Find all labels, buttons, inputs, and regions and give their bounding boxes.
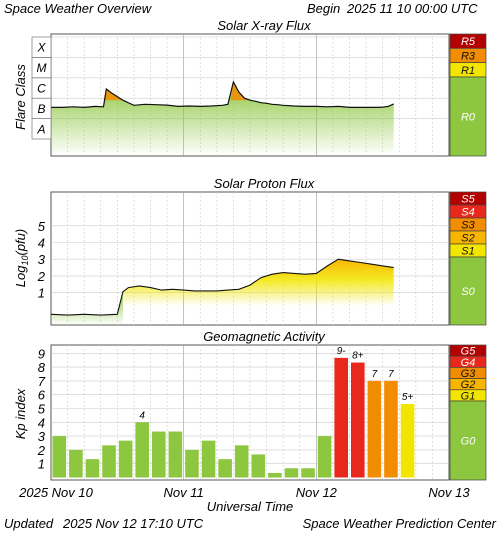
proton-flux-fill-elevated xyxy=(122,259,394,306)
kp-ytick: 4 xyxy=(38,415,45,430)
scale-label-s5: S5 xyxy=(461,194,475,206)
scale-level-r0 xyxy=(449,76,487,157)
xray-flux-line xyxy=(51,80,394,109)
updated-label: Updated xyxy=(4,516,54,531)
kp-ylabel: Kp index xyxy=(13,388,28,439)
flare-class-cell xyxy=(31,36,52,58)
kp-bar xyxy=(351,362,365,478)
flare-class-label: A xyxy=(36,122,45,136)
kp-bar xyxy=(135,422,149,478)
x-tick-label: 2025 Nov 10 xyxy=(18,485,93,500)
kp-bar xyxy=(201,440,216,478)
kp-bar xyxy=(367,380,382,478)
kp-ytick: 8 xyxy=(38,360,46,375)
proton-ylabel: Log10(pfu) xyxy=(13,229,30,287)
scale-level-g0 xyxy=(449,400,487,481)
scale-label-g4: G4 xyxy=(461,357,476,369)
flare-class-label: X xyxy=(36,41,46,55)
kp-bar-label: 7 xyxy=(388,369,394,380)
x-tick-label: Nov 11 xyxy=(164,485,204,500)
kp-bar xyxy=(85,459,100,478)
xray-flux-fill xyxy=(51,81,394,156)
scale-label-s4: S4 xyxy=(461,207,474,219)
kp-bar xyxy=(118,440,133,478)
kp-bar xyxy=(301,468,315,478)
kp-bar-label: 4 xyxy=(139,410,145,421)
kp-bar xyxy=(334,357,348,478)
updated-value: 2025 Nov 12 17:10 UTC xyxy=(62,516,204,531)
kp-bar-label: 9- xyxy=(337,346,347,357)
kp-bar-label: 5+ xyxy=(402,392,414,403)
scale-label-g1: G1 xyxy=(461,390,476,402)
scale-level-s0 xyxy=(449,256,487,326)
kp-bar xyxy=(400,403,415,478)
kp-bar xyxy=(218,459,232,478)
scale-label-r5: R5 xyxy=(461,36,476,48)
proton-flux-fill-quiet xyxy=(51,291,123,325)
scale-label-g2: G2 xyxy=(461,379,476,391)
scale-label-r3: R3 xyxy=(461,51,476,63)
kp-bar xyxy=(69,449,83,478)
kp-bars: 4 9- 8+ 7 7 5+ xyxy=(52,346,415,478)
flare-class-label: M xyxy=(37,61,47,75)
swpc-credit: Space Weather Prediction Center xyxy=(303,516,497,531)
kp-ytick: 7 xyxy=(38,374,46,389)
kp-ytick: 6 xyxy=(38,388,46,403)
scale-label-g5: G5 xyxy=(461,346,477,358)
kp-bar xyxy=(317,436,332,478)
kp-bar xyxy=(185,449,199,478)
flare-class-label: B xyxy=(37,102,45,116)
kp-bar xyxy=(102,445,116,478)
begin-value: 2025 11 10 00:00 UTC xyxy=(346,1,478,16)
kp-ytick: 9 xyxy=(38,346,45,361)
scale-label-r1: R1 xyxy=(461,65,475,77)
proton-title: Solar Proton Flux xyxy=(214,176,315,191)
xray-ylabel: Flare Class xyxy=(13,64,28,130)
scale-label-s1: S1 xyxy=(461,246,474,258)
kp-bar xyxy=(268,472,282,478)
kp-bar-label: 7 xyxy=(372,369,378,380)
kp-bar xyxy=(152,431,166,478)
kp-ytick: 3 xyxy=(38,429,46,444)
proton-ytick: 3 xyxy=(38,252,46,267)
proton-ytick: 2 xyxy=(37,269,46,284)
x-axis-title: Universal Time xyxy=(207,499,294,514)
proton-ytick: 5 xyxy=(38,219,46,234)
kp-ytick: 5 xyxy=(38,402,46,417)
app-title: Space Weather Overview xyxy=(4,1,153,16)
xray-flux-series xyxy=(51,80,394,156)
proton-flux-series xyxy=(50,258,394,325)
kp-bar xyxy=(168,431,183,478)
geomag-title: Geomagnetic Activity xyxy=(203,329,326,344)
scale-label-g3: G3 xyxy=(461,368,477,380)
scale-label-s3: S3 xyxy=(461,220,475,232)
kp-bar xyxy=(52,436,67,478)
proton-flux-line xyxy=(50,258,394,316)
x-tick-label: Nov 13 xyxy=(428,485,470,500)
kp-ytick: 1 xyxy=(38,457,45,472)
kp-bar-label: 8+ xyxy=(352,351,364,362)
x-tick-label: Nov 12 xyxy=(296,485,338,500)
scale-label-s0: S0 xyxy=(461,286,475,298)
kp-bar xyxy=(284,468,299,478)
proton-ytick: 4 xyxy=(38,236,45,251)
scale-label-g0: G0 xyxy=(461,436,477,448)
scale-label-s2: S2 xyxy=(461,233,474,245)
kp-bar xyxy=(251,454,266,478)
kp-ytick: 2 xyxy=(37,443,46,458)
proton-ytick: 1 xyxy=(38,286,45,301)
begin-label: Begin xyxy=(307,1,340,16)
scale-label-r0: R0 xyxy=(461,112,476,124)
kp-bar xyxy=(234,445,249,478)
kp-bar xyxy=(384,380,398,478)
xray-title: Solar X-ray Flux xyxy=(217,18,311,33)
flare-class-label: C xyxy=(37,82,46,96)
